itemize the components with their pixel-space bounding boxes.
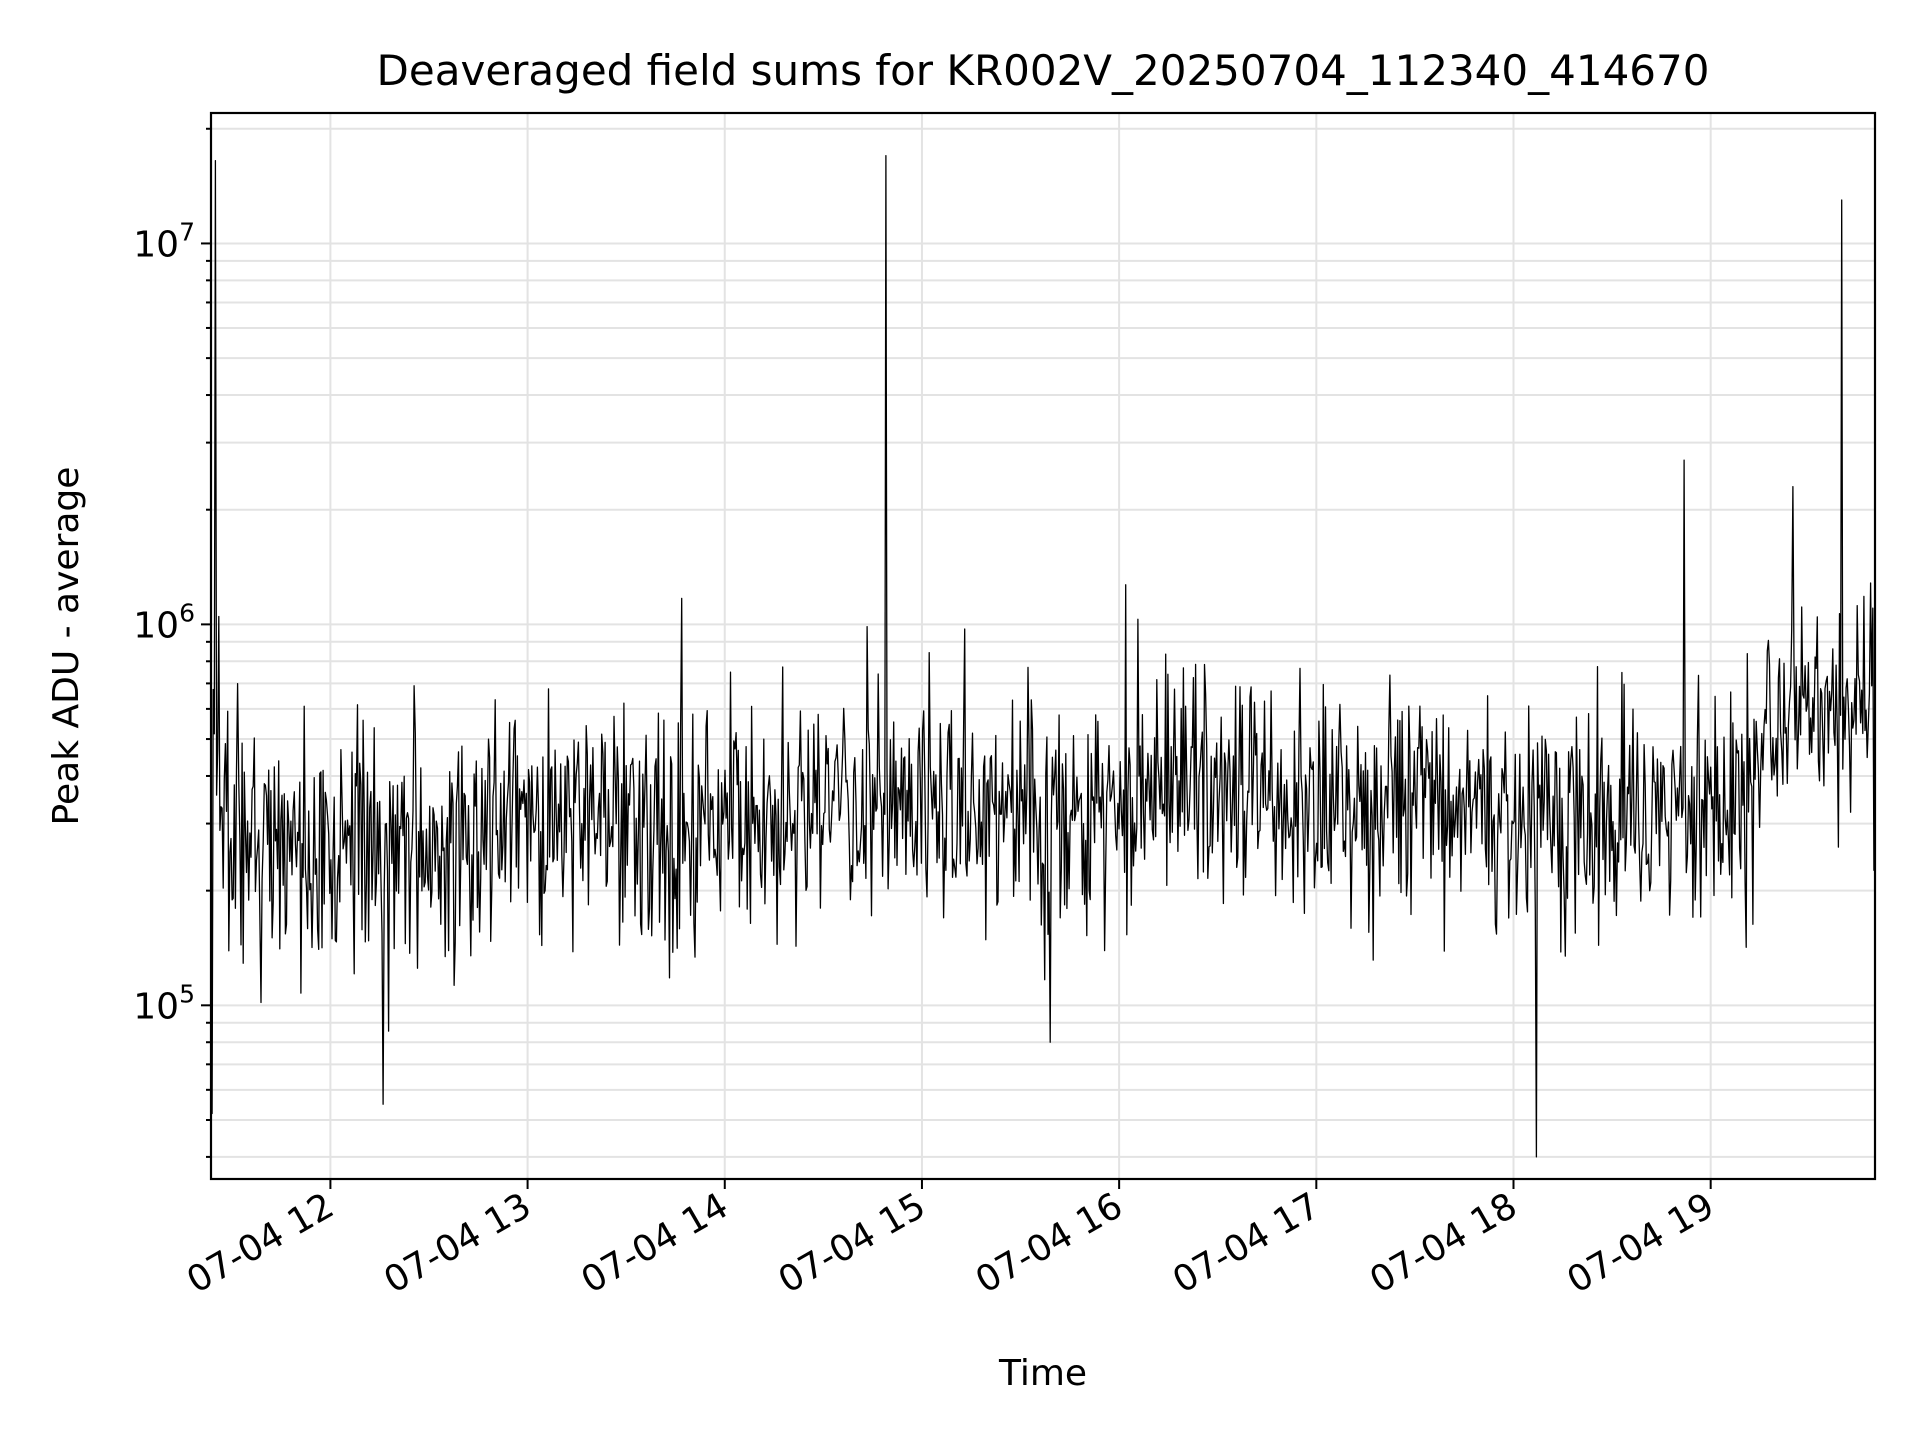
y-axis: 105 106 107	[133, 127, 211, 1158]
series-line	[210, 155, 1876, 1158]
x-tick-label: 07-04 19	[1561, 1185, 1722, 1301]
y-axis-label: Peak ADU - average	[46, 467, 87, 826]
series-layer	[210, 155, 1876, 1158]
y-tick-label: 107	[133, 217, 195, 265]
x-tick-label: 07-04 17	[1166, 1185, 1327, 1301]
x-tick-label: 07-04 14	[575, 1185, 736, 1301]
plot-frame	[209, 111, 1877, 1181]
chart-title: Deaveraged field sums for KR002V_2025070…	[377, 46, 1710, 95]
x-axis: 07-04 12 07-04 13 07-04 14 07-04 15 07-04 16…	[180, 1179, 1721, 1302]
x-tick-label: 07-04 12	[180, 1185, 341, 1301]
grid	[211, 113, 1875, 1179]
y-tick-label: 106	[133, 598, 195, 646]
x-tick-label: 07-04 13	[377, 1185, 538, 1301]
y-tick-label: 105	[133, 979, 195, 1027]
x-axis-label: Time	[998, 1353, 1087, 1394]
x-tick-label: 07-04 16	[969, 1185, 1130, 1301]
x-tick-label: 07-04 18	[1363, 1185, 1524, 1301]
x-tick-label: 07-04 15	[772, 1185, 933, 1301]
